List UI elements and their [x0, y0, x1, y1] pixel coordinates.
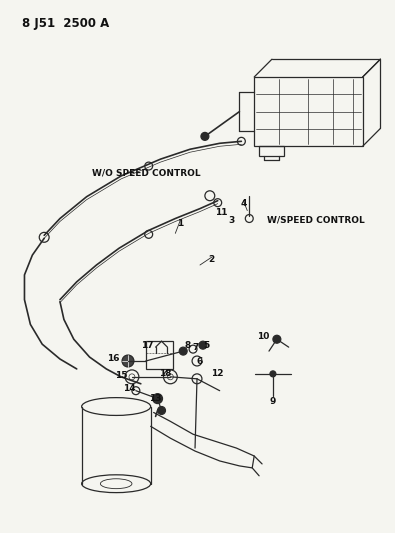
Text: 16: 16 [107, 354, 119, 363]
Text: 13: 13 [149, 394, 162, 402]
Text: 7: 7 [193, 343, 199, 352]
Bar [254, 77, 363, 146]
Text: 14: 14 [123, 384, 135, 393]
Text: W/SPEED CONTROL: W/SPEED CONTROL [267, 215, 365, 224]
Text: 6: 6 [197, 357, 203, 366]
Circle shape [270, 371, 276, 377]
Bar [146, 341, 173, 369]
Text: 8: 8 [184, 341, 190, 350]
Circle shape [158, 407, 166, 415]
Text: 1: 1 [177, 219, 183, 228]
Text: 17: 17 [141, 341, 154, 350]
Bar [259, 146, 284, 156]
Text: 18: 18 [159, 369, 172, 378]
Text: 15: 15 [115, 371, 127, 380]
Circle shape [199, 341, 207, 349]
Text: 10: 10 [257, 332, 269, 341]
Text: 12: 12 [211, 369, 224, 378]
Text: 8 J51  2500 A: 8 J51 2500 A [23, 17, 110, 30]
Circle shape [273, 335, 281, 343]
Circle shape [179, 347, 187, 355]
Circle shape [152, 394, 162, 403]
Circle shape [201, 132, 209, 140]
Text: 4: 4 [240, 199, 246, 208]
Text: 3: 3 [228, 215, 235, 224]
Text: 9: 9 [270, 397, 276, 406]
Circle shape [122, 355, 134, 367]
Text: 11: 11 [215, 208, 228, 216]
Text: 2: 2 [209, 255, 215, 264]
Text: W/O SPEED CONTROL: W/O SPEED CONTROL [92, 168, 200, 177]
Text: 5: 5 [203, 341, 209, 350]
